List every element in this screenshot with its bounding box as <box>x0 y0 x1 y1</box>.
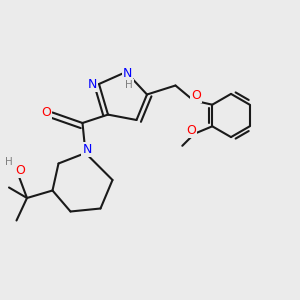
Text: O: O <box>186 124 196 137</box>
Text: N: N <box>82 143 92 156</box>
Text: H: H <box>5 157 13 167</box>
Text: O: O <box>16 164 25 177</box>
Text: H: H <box>125 80 133 90</box>
Text: O: O <box>191 88 201 102</box>
Text: N: N <box>122 67 132 80</box>
Text: N: N <box>88 77 97 91</box>
Text: O: O <box>41 106 51 119</box>
